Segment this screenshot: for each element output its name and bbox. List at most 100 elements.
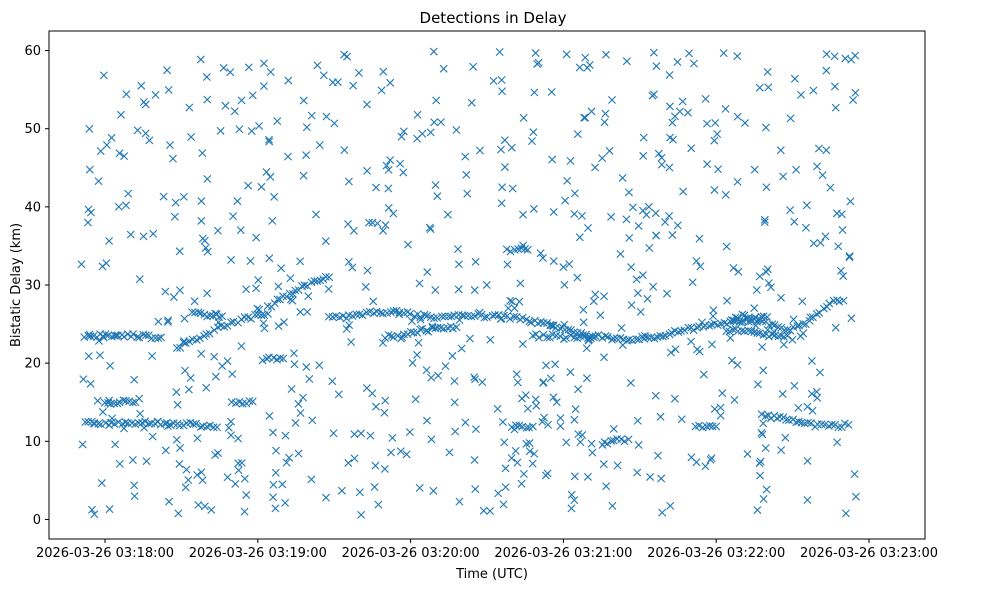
data-point	[198, 476, 207, 485]
data-point	[299, 393, 308, 402]
data-point	[370, 483, 379, 492]
data-point	[289, 289, 297, 298]
data-point	[534, 333, 543, 342]
data-point	[759, 366, 768, 375]
data-point	[764, 83, 773, 92]
data-point	[279, 354, 288, 363]
data-point	[528, 459, 537, 468]
data-point	[716, 403, 725, 412]
data-point	[451, 427, 460, 436]
data-point	[651, 209, 660, 218]
data-point	[187, 133, 196, 141]
data-point	[259, 59, 268, 68]
data-point	[315, 361, 324, 370]
data-point	[803, 456, 812, 465]
data-point	[344, 220, 353, 229]
data-point	[750, 165, 759, 174]
data-point	[692, 257, 701, 266]
data-point	[734, 267, 743, 276]
data-point	[363, 266, 372, 275]
data-point	[96, 147, 105, 156]
data-point	[83, 218, 92, 227]
data-point	[710, 405, 719, 413]
data-point	[501, 464, 510, 473]
data-point	[168, 154, 177, 163]
data-point	[508, 184, 517, 193]
data-point	[244, 63, 253, 72]
x-tick-label: 2026-03-26 03:23:00	[800, 546, 938, 561]
y-tick-label: 60	[24, 44, 41, 59]
data-point	[452, 126, 461, 135]
data-point	[729, 325, 738, 334]
data-point	[546, 374, 555, 383]
data-point	[562, 50, 571, 59]
data-point	[503, 260, 512, 269]
data-point	[519, 113, 528, 122]
data-point	[299, 96, 308, 105]
chart-title: Detections in Delay	[420, 9, 567, 27]
data-point	[570, 189, 579, 198]
data-point	[344, 458, 353, 467]
data-point	[659, 332, 667, 341]
data-point	[175, 459, 184, 468]
data-point	[740, 311, 749, 320]
data-point	[570, 333, 579, 342]
data-point	[781, 433, 790, 442]
data-point	[334, 390, 343, 399]
data-point	[273, 117, 282, 126]
data-point	[657, 160, 666, 169]
data-point	[510, 304, 519, 313]
data-point	[260, 324, 269, 333]
data-point	[497, 75, 506, 84]
data-point	[755, 459, 764, 468]
data-point	[349, 226, 358, 235]
data-point	[407, 317, 416, 326]
data-point	[678, 97, 687, 106]
data-point	[636, 307, 645, 316]
data-point	[128, 456, 137, 465]
data-point	[296, 257, 305, 266]
data-point	[188, 308, 197, 317]
data-point	[78, 440, 87, 449]
data-point	[349, 81, 358, 90]
data-point	[808, 406, 817, 415]
data-point	[661, 218, 670, 227]
data-point	[530, 449, 539, 458]
data-point	[234, 459, 243, 468]
data-point	[202, 383, 211, 392]
data-point	[598, 154, 607, 163]
data-point	[532, 401, 541, 410]
data-point	[311, 210, 320, 219]
data-point	[845, 252, 854, 261]
data-point	[384, 203, 393, 212]
data-point	[471, 485, 480, 494]
data-point	[586, 334, 595, 343]
data-point	[761, 412, 770, 421]
data-point	[670, 394, 679, 403]
data-point	[624, 188, 633, 197]
data-point	[344, 177, 353, 186]
data-point	[380, 464, 389, 473]
data-point	[366, 431, 375, 440]
data-point	[555, 324, 564, 333]
data-point	[644, 202, 653, 211]
data-point	[556, 332, 565, 341]
data-point	[120, 332, 129, 341]
data-point	[416, 325, 425, 334]
data-point	[687, 144, 696, 153]
data-point	[190, 297, 199, 306]
data-point	[131, 398, 140, 407]
data-point	[628, 203, 637, 212]
data-point	[119, 424, 128, 433]
data-point	[115, 398, 124, 407]
data-point	[490, 311, 499, 320]
data-point	[324, 312, 333, 321]
data-point	[86, 208, 95, 217]
data-point	[616, 249, 625, 258]
data-point	[384, 165, 393, 174]
data-point	[223, 473, 232, 482]
data-point	[566, 368, 575, 377]
data-point	[665, 163, 674, 172]
data-point	[237, 96, 246, 105]
data-point	[231, 479, 240, 488]
